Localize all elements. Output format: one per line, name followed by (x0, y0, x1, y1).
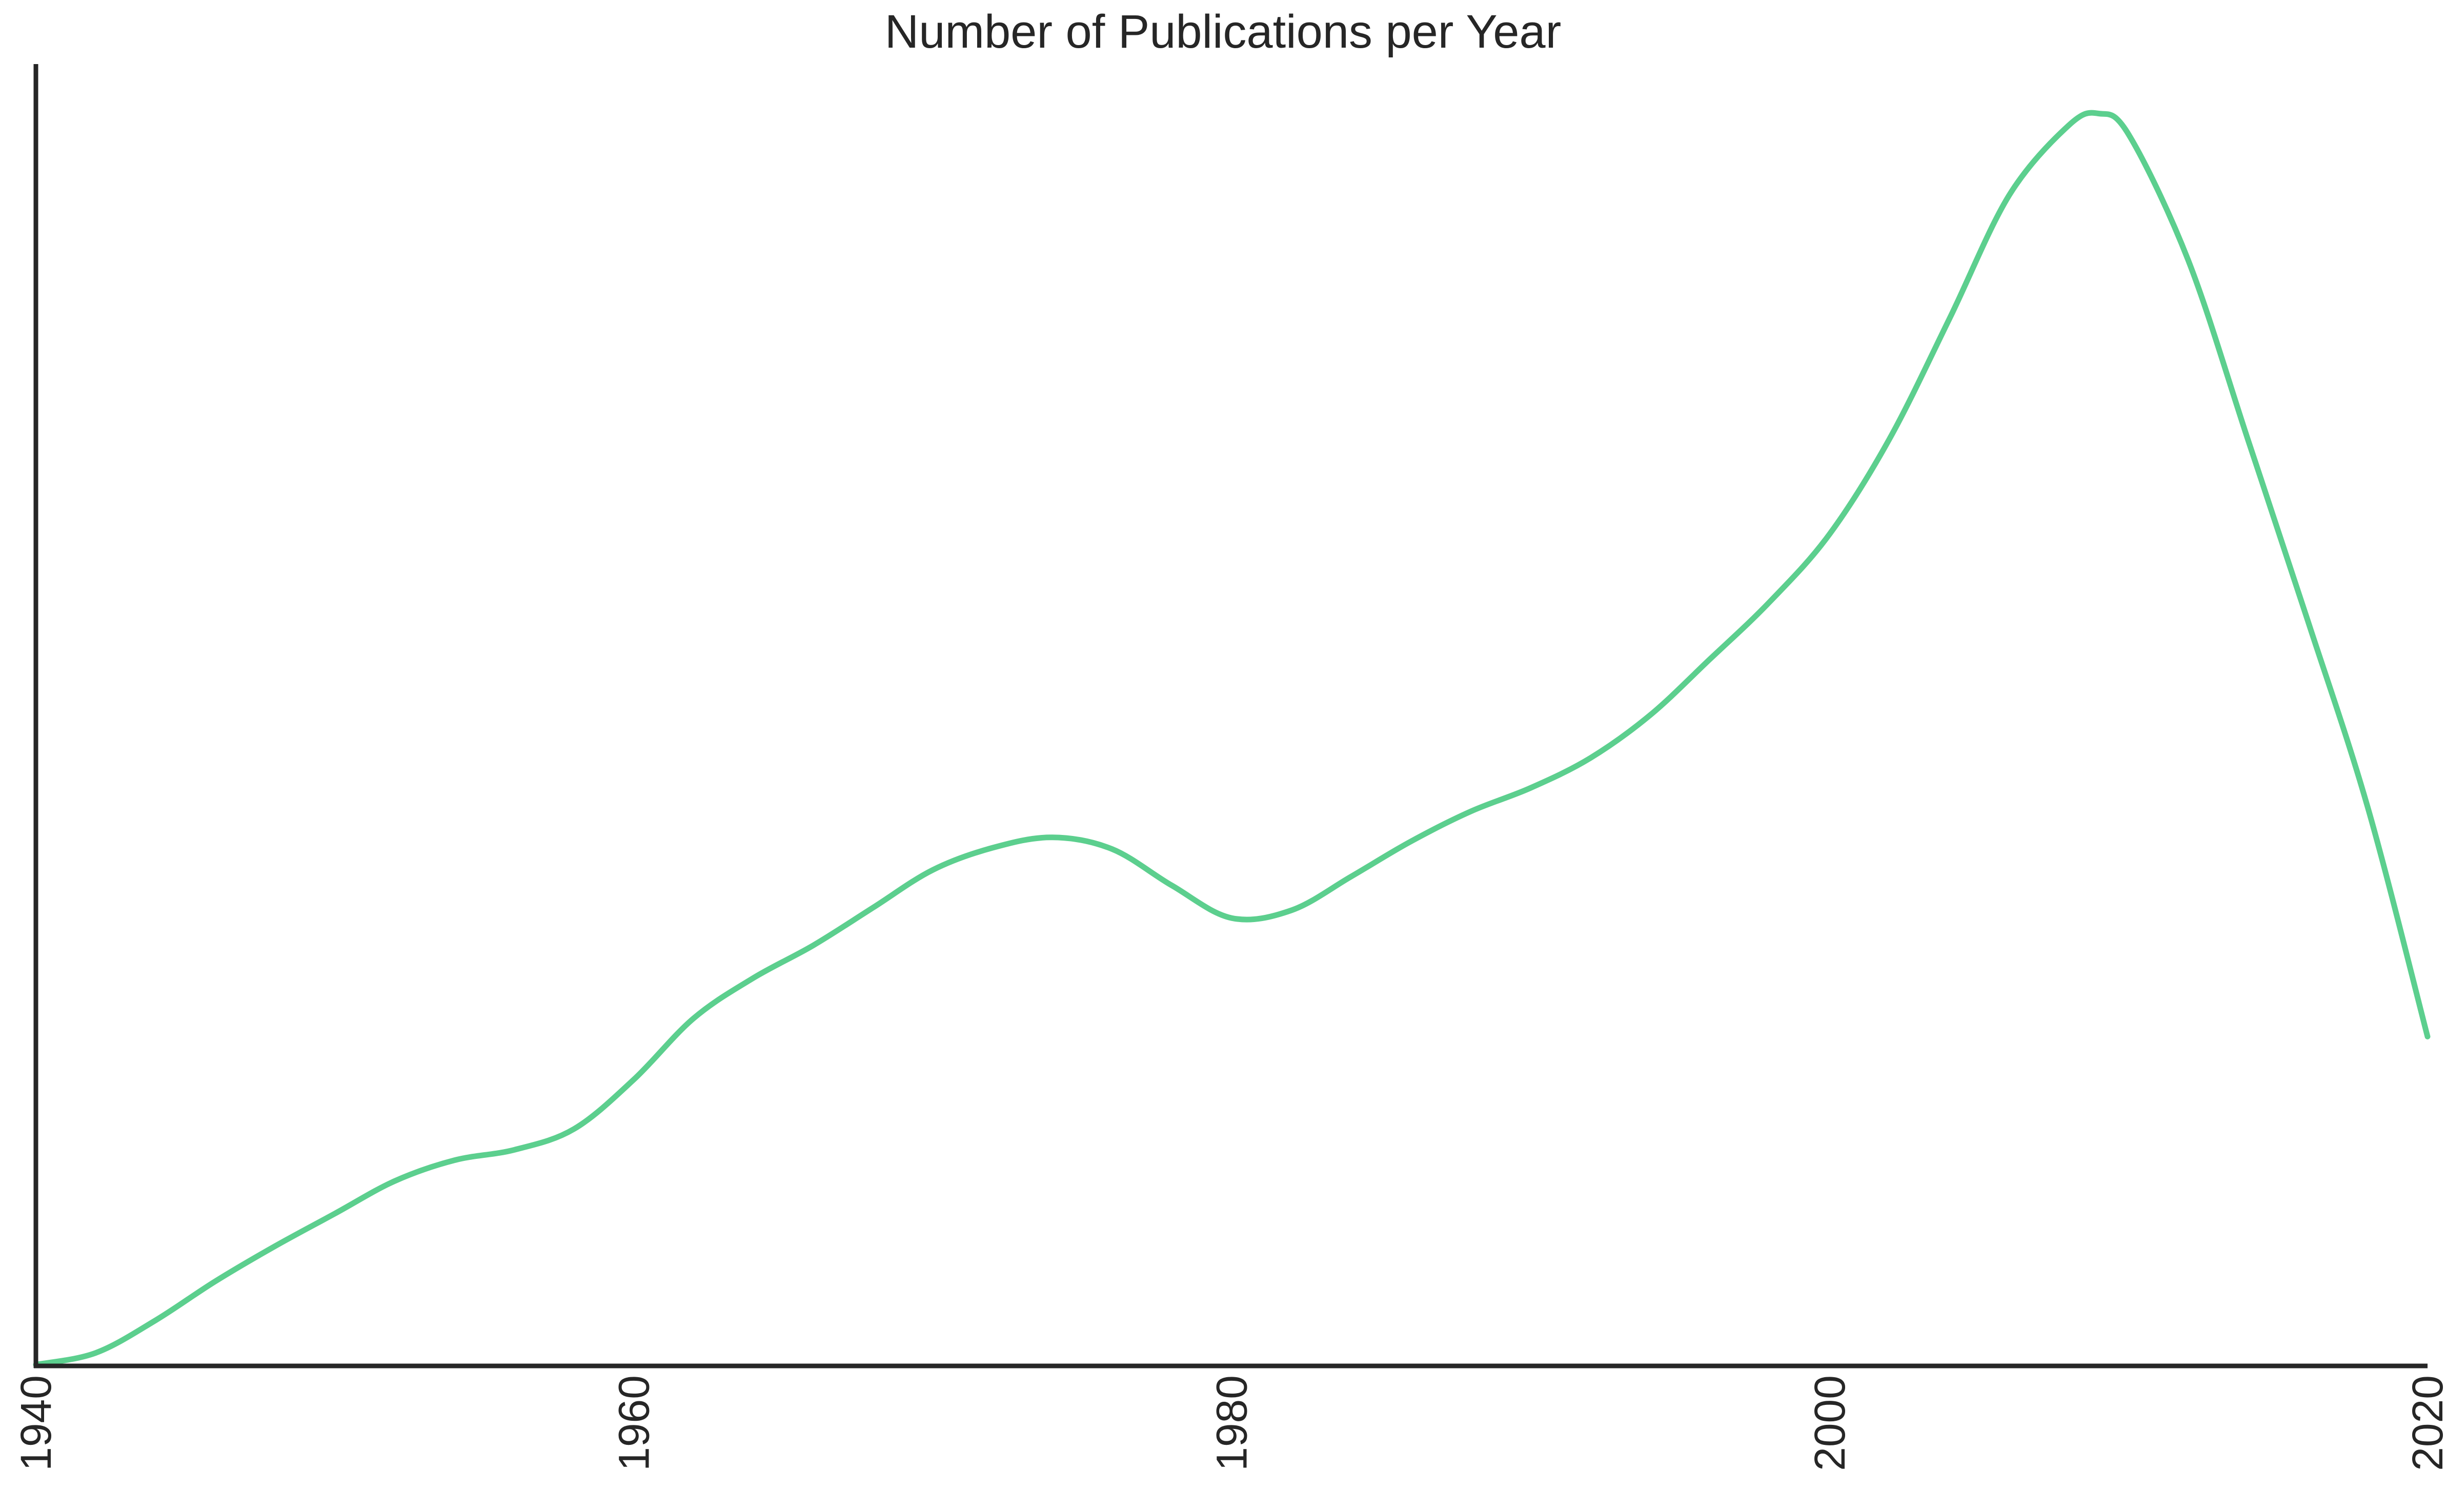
x-tick-label: 1980 (1208, 1375, 1256, 1471)
x-axis-ticks: 1940 1960 1980 2000 2020 (12, 1375, 2446, 1471)
chart-title: Number of Publications per Year (884, 6, 1562, 58)
x-tick-label: 1940 (12, 1375, 60, 1471)
x-tick-label: 2000 (1806, 1375, 1854, 1471)
axes (33, 64, 2428, 1368)
x-tick-label: 1960 (610, 1375, 658, 1471)
plot-area (33, 110, 2431, 1367)
series-line-0 (33, 110, 2431, 1367)
x-tick-label: 2020 (2403, 1375, 2446, 1471)
